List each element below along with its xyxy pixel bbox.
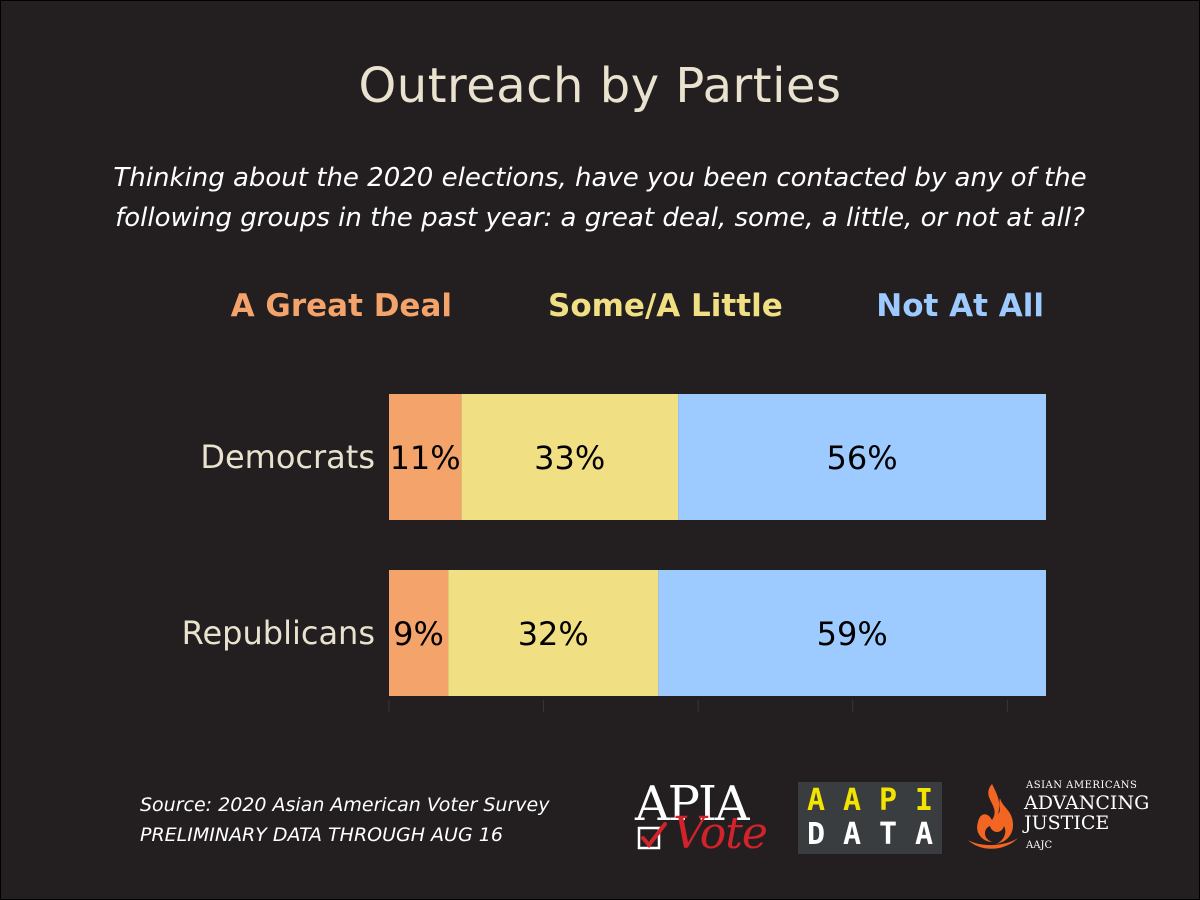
aapi-data-logo: A A P I D A T A bbox=[798, 782, 942, 854]
survey-question: Thinking about the 2020 elections, have … bbox=[113, 163, 1087, 233]
value-label-republicans-great-deal: 9% bbox=[393, 615, 444, 653]
source-line-1: Source: 2020 Asian American Voter Survey bbox=[140, 794, 550, 816]
aapi-letter: I bbox=[914, 783, 934, 818]
bar-democrats-not-at-all bbox=[678, 394, 1046, 520]
value-label-republicans-some-a-little: 32% bbox=[518, 615, 589, 653]
legend-great-deal: A Great Deal bbox=[230, 288, 452, 324]
aajc-advancing: ADVANCING bbox=[1024, 792, 1150, 814]
aapi-letter: P bbox=[878, 783, 898, 818]
vote-logo-text: Vote bbox=[673, 808, 768, 859]
aapi-logo-row: A A P I bbox=[798, 784, 942, 818]
source-line-2: PRELIMINARY DATA THROUGH AUG 16 bbox=[140, 824, 503, 846]
flame-icon bbox=[968, 784, 1018, 849]
legend-some-a-little: Some/A Little bbox=[548, 288, 783, 324]
value-label-democrats-some-a-little: 33% bbox=[534, 439, 605, 477]
category-label-democrats: Democrats bbox=[200, 438, 375, 476]
data-letter: D bbox=[806, 817, 826, 852]
chart-title: Outreach by Parties bbox=[358, 58, 842, 114]
aapi-letter: A bbox=[842, 783, 862, 818]
data-letter: A bbox=[914, 817, 934, 852]
value-label-democrats-not-at-all: 56% bbox=[826, 439, 897, 477]
value-label-democrats-great-deal: 11% bbox=[390, 439, 461, 477]
data-logo-row: D A T A bbox=[798, 818, 942, 852]
aajc-logo: ASIAN AMERICANS ADVANCING JUSTICE AAJC bbox=[962, 778, 1162, 860]
legend-not-at-all: Not At All bbox=[876, 288, 1044, 324]
data-letter: A bbox=[842, 817, 862, 852]
bar-democrats-some-a-little bbox=[461, 394, 679, 520]
category-label-republicans: Republicans bbox=[182, 614, 375, 652]
check-box-icon bbox=[637, 822, 667, 850]
value-label-republicans-not-at-all: 59% bbox=[817, 615, 888, 653]
apia-vote-logo: APIA Vote bbox=[635, 778, 780, 858]
bar-republicans-some-a-little bbox=[448, 570, 659, 696]
data-letter: T bbox=[878, 817, 898, 852]
source-note: Source: 2020 Asian American Voter Survey… bbox=[140, 790, 549, 850]
bar-democrats-great-deal bbox=[389, 394, 462, 520]
aapi-letter: A bbox=[806, 783, 826, 818]
aajc-acronym: AAJC bbox=[1026, 840, 1053, 851]
apia-logo-text: APIA bbox=[635, 776, 750, 832]
bar-republicans-great-deal bbox=[389, 570, 449, 696]
aajc-subtitle: ASIAN AMERICANS bbox=[1026, 780, 1138, 791]
bar-republicans-not-at-all bbox=[658, 570, 1046, 696]
aajc-justice: JUSTICE bbox=[1024, 812, 1110, 834]
